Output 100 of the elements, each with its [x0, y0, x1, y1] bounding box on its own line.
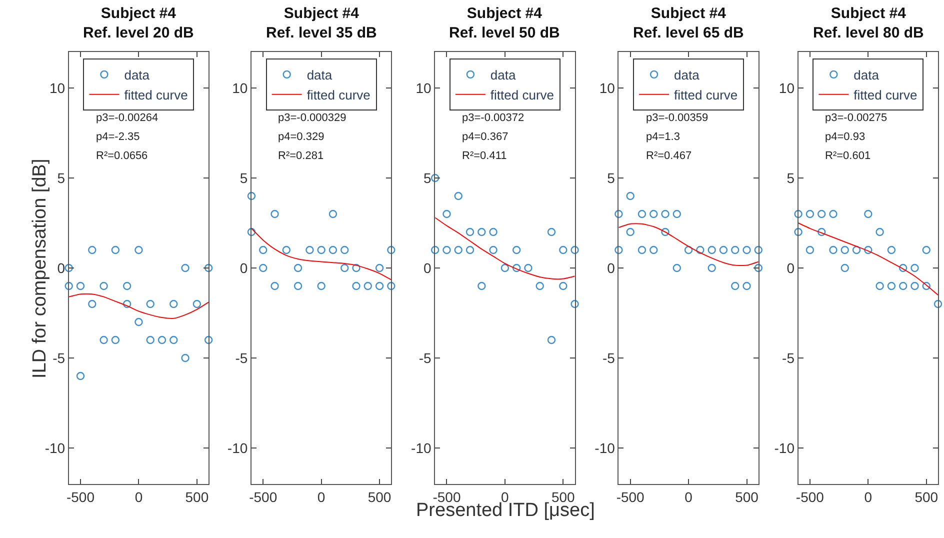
x-tick-label: -500	[66, 488, 95, 505]
point	[731, 246, 740, 254]
point	[170, 300, 178, 308]
point	[742, 282, 751, 290]
annotation: R²=0.467	[646, 150, 692, 162]
point	[100, 336, 108, 344]
point	[317, 246, 326, 254]
annotation: R²=0.601	[825, 150, 871, 162]
x-tick-label: 0	[684, 488, 693, 505]
chart-title: Subject #4 Ref. level 65 dB	[633, 5, 744, 42]
x-tick-label: 500	[368, 488, 392, 505]
point	[536, 282, 544, 290]
point	[375, 264, 384, 272]
point	[328, 210, 338, 218]
y-tick-label: -5	[418, 350, 432, 366]
point	[626, 228, 634, 236]
line-series	[618, 223, 758, 266]
point	[387, 282, 396, 290]
x-tick-label: -500	[616, 488, 645, 505]
y-tick-label: 10	[778, 80, 795, 96]
point	[204, 336, 213, 344]
point	[76, 372, 85, 380]
point	[524, 264, 532, 272]
point	[340, 246, 349, 254]
point	[910, 264, 919, 272]
point	[512, 264, 521, 272]
point	[922, 282, 930, 290]
point	[111, 336, 120, 344]
chart-title: Subject #4 Ref. level 20 dB	[83, 5, 194, 42]
y-tick-label: 5	[240, 170, 248, 186]
point	[375, 282, 384, 290]
point	[684, 246, 693, 254]
y-tick-label: 5	[607, 170, 616, 186]
x-tick-label: 0	[864, 488, 872, 505]
point	[817, 210, 826, 218]
y-tick-label: 0	[607, 260, 616, 276]
point	[340, 264, 349, 272]
point	[442, 210, 451, 218]
point	[626, 192, 634, 200]
point	[76, 282, 85, 290]
point	[478, 282, 486, 290]
point	[466, 246, 474, 254]
line-series	[798, 222, 938, 296]
legend-label: fitted curve	[124, 87, 188, 102]
annotation: p4=1.3	[646, 131, 680, 143]
point	[754, 264, 762, 272]
point	[614, 246, 623, 254]
annotation: R²=0.411	[462, 150, 507, 162]
annotation: p3=-0.00275	[825, 112, 888, 124]
point	[864, 246, 872, 254]
x-tick-label: 0	[501, 488, 510, 505]
annotation: p3=-0.00372	[462, 112, 524, 124]
legend-label: data	[674, 68, 700, 82]
x-tick-label: 500	[185, 488, 209, 505]
legend-label: fitted curve	[306, 87, 370, 102]
point	[887, 246, 896, 254]
annotation: p3=-0.00359	[646, 112, 708, 124]
y-tick-label: -5	[52, 350, 66, 366]
point	[134, 318, 143, 326]
x-tick-label: -500	[432, 488, 461, 505]
point	[806, 246, 814, 254]
y-tick-label: 0	[786, 260, 795, 276]
point	[146, 336, 154, 344]
legend-label: data	[306, 68, 333, 82]
point	[478, 228, 486, 236]
point	[794, 228, 802, 236]
point	[672, 264, 681, 272]
point	[638, 246, 646, 254]
point	[512, 246, 521, 254]
point	[64, 282, 73, 290]
point	[887, 282, 896, 290]
point	[742, 246, 751, 254]
point	[306, 246, 314, 254]
point	[840, 264, 849, 272]
point	[364, 282, 372, 290]
point	[387, 246, 396, 254]
annotation: p3=-0.000329	[278, 112, 346, 124]
point	[270, 282, 279, 290]
point	[64, 264, 73, 272]
point	[442, 246, 451, 254]
y-tick-label: 5	[423, 170, 432, 186]
legend-label: data	[490, 68, 517, 82]
point	[696, 246, 704, 254]
point	[650, 246, 658, 254]
y-tick-label: 0	[240, 260, 248, 276]
point	[806, 210, 814, 218]
point	[876, 228, 884, 236]
point	[294, 282, 302, 290]
point	[122, 282, 132, 290]
point	[454, 192, 462, 200]
point	[282, 246, 290, 254]
annotation: p4=0.367	[462, 131, 508, 143]
chart-title: Subject #4 Ref. level 50 dB	[449, 5, 560, 42]
point	[829, 246, 838, 254]
point	[817, 228, 826, 236]
point	[547, 336, 556, 344]
y-tick-label: 5	[786, 170, 795, 186]
chart-title: Subject #4 Ref. level 35 dB	[266, 5, 378, 42]
point	[500, 264, 510, 272]
y-tick-label: 0	[57, 260, 66, 276]
